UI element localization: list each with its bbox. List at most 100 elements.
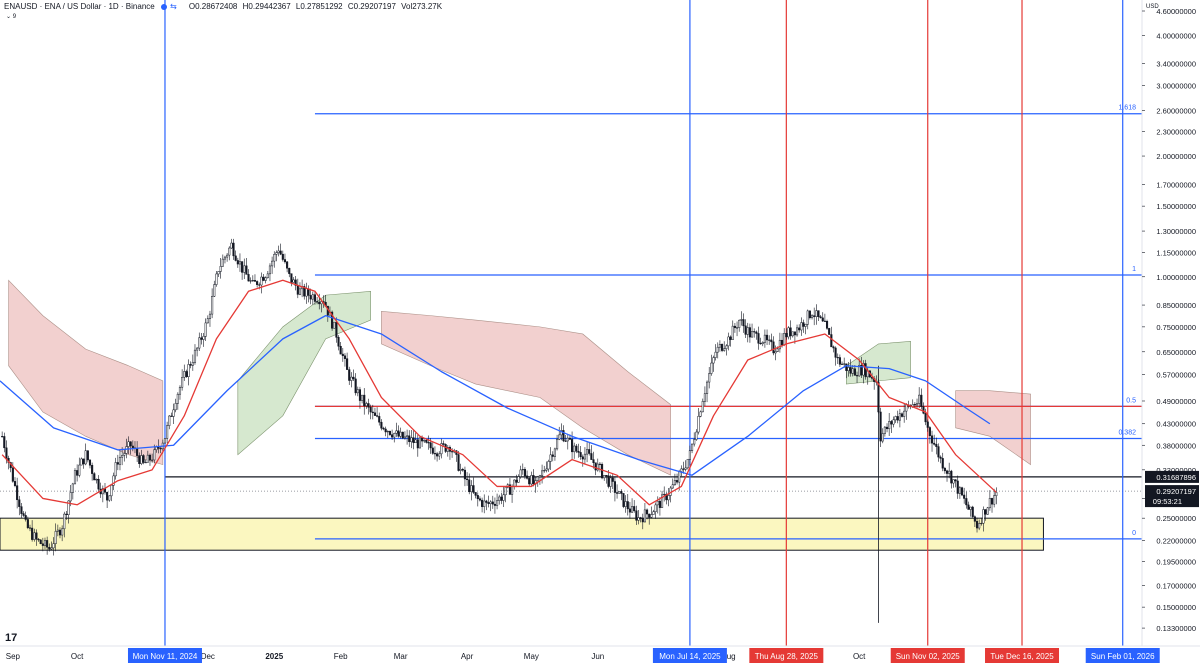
candle [202,332,205,347]
indicator-legend[interactable]: ⌄ 9 [6,13,16,20]
candle-body [125,446,128,454]
date-badge-text-1: Mon Jul 14, 2025 [659,652,721,661]
candle [43,537,47,550]
candle-body [913,404,916,406]
candle [286,260,289,273]
candle [3,432,6,453]
candle [952,479,955,488]
candle [367,398,370,415]
candle-body [292,279,295,283]
candle-body [703,393,706,402]
candle [626,494,629,516]
candle [337,335,340,351]
candle-body [236,260,239,265]
candle [830,326,833,348]
candle [755,330,758,340]
candle [260,272,263,294]
candle [178,385,182,400]
candle [530,471,533,486]
candle [93,472,96,481]
candle-body [283,259,287,263]
candle [356,386,359,397]
candle-body [888,421,891,430]
price-tick-label: 1.70000000 [1156,180,1196,189]
candle [399,427,402,439]
currency-label[interactable]: USD [1146,4,1159,10]
candle-body [290,273,293,283]
candle-body [457,454,460,471]
candle [673,473,676,486]
candle-body [652,511,655,515]
candle-body [341,353,344,357]
candle-body [729,336,732,340]
price-tick-label: 0.57000000 [1156,371,1196,380]
candle [48,543,51,552]
candle-body [144,462,147,464]
candle-body [680,468,683,472]
candle-body [663,493,666,496]
candle-body [425,439,428,443]
candle-body [234,255,237,261]
candle-body [712,357,715,364]
symbol-title[interactable]: ENAUSD · ENA / US Dollar · 1D · Binance [4,2,155,11]
candle-body [228,247,231,256]
candle [993,488,996,508]
candle [933,434,936,446]
price-tick-label: 0.49000000 [1156,397,1196,406]
candle [810,314,814,320]
candle-body [654,504,657,512]
candle-body [358,389,362,401]
candle-body [969,506,972,510]
candle [476,492,479,507]
candle-body [418,437,421,449]
candle [129,441,132,455]
candle [986,506,989,515]
candles [1,238,998,556]
candle-body [817,310,820,317]
candle-body [519,469,522,477]
candle-body [438,453,441,457]
candle-body [798,327,801,331]
candle-body [890,421,893,425]
candle [808,310,811,320]
price-tick-label: 1.50000000 [1156,202,1196,211]
candle [920,388,923,410]
candle [331,310,334,331]
candle-body [676,480,679,483]
date-badge-2 [749,648,824,663]
candle-body [76,470,79,476]
candle-body [412,437,415,444]
candle-body [883,426,886,434]
candle [733,322,736,333]
candle [382,426,385,431]
candle-body [262,276,265,281]
tradingview-logo-icon[interactable]: 17 [5,632,18,644]
candle [648,513,651,525]
candle-body [686,458,689,469]
candle [277,245,280,257]
candle-body [320,301,323,305]
candle-body [414,439,417,444]
candle-body [487,502,490,504]
candle-body [620,491,623,494]
candle [232,238,235,260]
candle [703,386,706,406]
candle-body [521,469,524,471]
candle [742,313,745,333]
candle-body [892,419,895,425]
candle-body [427,442,430,444]
compare-arrows-icon[interactable]: ⇆ [169,2,177,11]
candle-body [511,486,514,495]
candle [543,465,546,473]
candle [168,415,171,430]
candle [481,497,484,513]
candle-body [579,452,582,457]
candle [80,457,83,466]
price-tick-label: 0.15000000 [1156,603,1196,612]
candle-body [22,513,25,516]
candle-body [725,345,728,349]
open-value: O0.28672408 [188,2,238,11]
candle [843,357,846,368]
candle [680,465,683,477]
